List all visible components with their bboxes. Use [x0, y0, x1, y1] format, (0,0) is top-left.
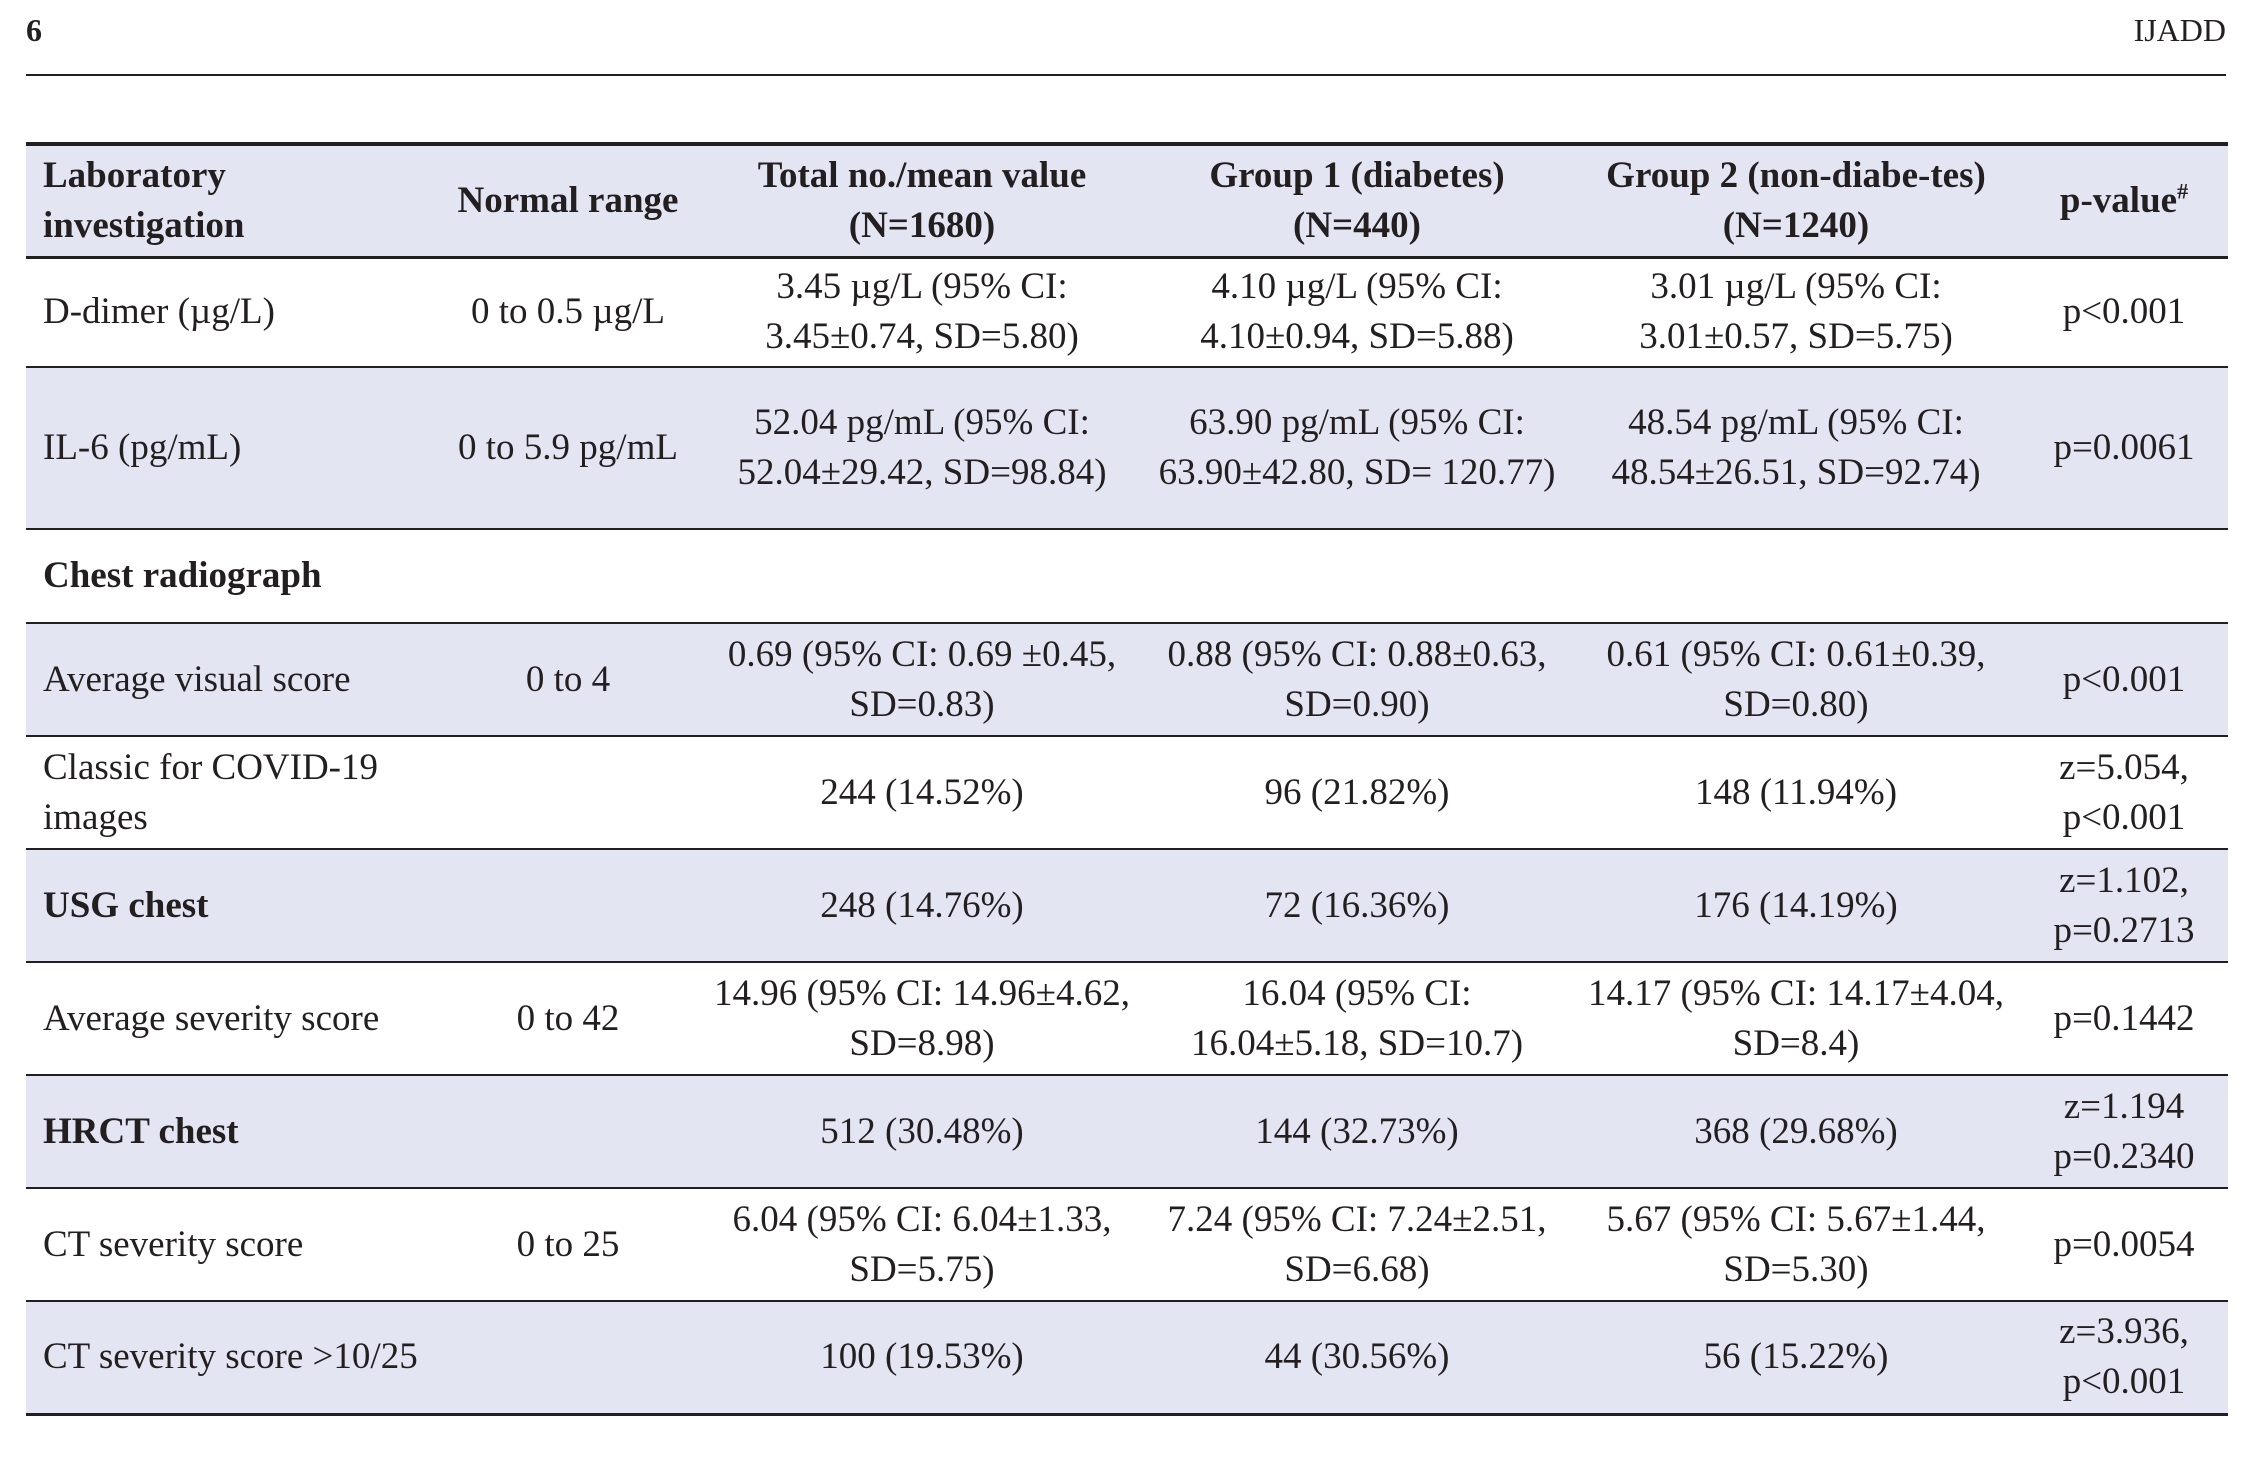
- col-header-investigation: Laboratory investigation: [43, 154, 245, 246]
- row-label: Average visual score: [26, 623, 434, 737]
- page-number: 6: [26, 12, 42, 48]
- row-label: CT severity score: [26, 1188, 434, 1302]
- table-row: CT severity score 0 to 25 6.04 (95% CI: …: [26, 1188, 2228, 1302]
- total-cell: 248 (14.76%): [702, 849, 1142, 963]
- group1-cell: 44 (30.56%): [1142, 1301, 1572, 1416]
- total-cell: 3.45 µg/L (95% CI: 3.45±0.74, SD=5.80): [702, 257, 1142, 368]
- pvalue-label: p-value: [2059, 179, 2178, 221]
- col-header-total: Total no./mean value (N=1680): [757, 154, 1087, 246]
- normal-range-cell: 0 to 0.5 µg/L: [434, 257, 702, 368]
- col-header-group1: Group 1 (diabetes) (N=440): [1209, 154, 1505, 246]
- group2-cell: 14.17 (95% CI: 14.17±4.04, SD=8.4): [1572, 962, 2020, 1076]
- table-row: Average severity score 0 to 42 14.96 (95…: [26, 962, 2228, 1076]
- pvalue-cell: p=0.0061: [2020, 367, 2228, 530]
- group1-cell: 0.88 (95% CI: 0.88±0.63, SD=0.90): [1142, 623, 1572, 737]
- pvalue-cell: p=0.0054: [2020, 1188, 2228, 1302]
- normal-range-cell: 0 to 25: [434, 1188, 702, 1302]
- col-header-normal-range: Normal range: [457, 179, 679, 221]
- group2-cell: 3.01 µg/L (95% CI: 3.01±0.57, SD=5.75): [1572, 257, 2020, 368]
- pvalue-cell: p<0.001: [2020, 623, 2228, 737]
- normal-range-cell: [434, 1075, 702, 1189]
- group2-cell: 48.54 pg/mL (95% CI: 48.54±26.51, SD=92.…: [1572, 367, 2020, 530]
- pvalue-cell: z=1.194 p=0.2340: [2020, 1075, 2228, 1189]
- normal-range-cell: 0 to 4: [434, 623, 702, 737]
- table-row: IL-6 (pg/mL) 0 to 5.9 pg/mL 52.04 pg/mL …: [26, 367, 2228, 530]
- normal-range-cell: [434, 1301, 702, 1416]
- row-label: USG chest: [26, 849, 434, 963]
- table-row: CT severity score >10/25 100 (19.53%) 44…: [26, 1301, 2228, 1416]
- group2-cell: 56 (15.22%): [1572, 1301, 2020, 1416]
- normal-range-cell: 0 to 42: [434, 962, 702, 1076]
- group1-cell: 96 (21.82%): [1142, 736, 1572, 850]
- group1-cell: 144 (32.73%): [1142, 1075, 1572, 1189]
- group1-cell: 7.24 (95% CI: 7.24±2.51, SD=6.68): [1142, 1188, 1572, 1302]
- pvalue-cell: p=0.1442: [2020, 962, 2228, 1076]
- pvalue-cell: p<0.001: [2020, 257, 2228, 368]
- pvalue-cell: z=1.102, p=0.2713: [2020, 849, 2228, 963]
- pvalue-footnote-mark: #: [2177, 178, 2189, 204]
- total-cell: 0.69 (95% CI: 0.69 ±0.45, SD=0.83): [702, 623, 1142, 737]
- table-row: HRCT chest 512 (30.48%) 144 (32.73%) 368…: [26, 1075, 2228, 1189]
- row-label: D-dimer (µg/L): [26, 257, 434, 368]
- pvalue-cell: z=5.054, p<0.001: [2020, 736, 2228, 850]
- journal-name: IJADD: [2133, 12, 2226, 48]
- row-label: Classic for COVID-19 images: [26, 736, 434, 850]
- section-title: Chest radiograph: [26, 529, 2228, 624]
- col-header-pvalue: p-value#: [2020, 144, 2228, 257]
- row-label: CT severity score >10/25: [26, 1301, 434, 1416]
- total-cell: 6.04 (95% CI: 6.04±1.33, SD=5.75): [702, 1188, 1142, 1302]
- pvalue-cell: z=3.936, p<0.001: [2020, 1301, 2228, 1416]
- row-label: Average severity score: [26, 962, 434, 1076]
- row-label: HRCT chest: [26, 1075, 434, 1189]
- normal-range-cell: [434, 736, 702, 850]
- table-row: Classic for COVID-19 images 244 (14.52%)…: [26, 736, 2228, 850]
- group1-cell: 72 (16.36%): [1142, 849, 1572, 963]
- total-cell: 100 (19.53%): [702, 1301, 1142, 1416]
- group1-cell: 4.10 µg/L (95% CI: 4.10±0.94, SD=5.88): [1142, 257, 1572, 368]
- normal-range-cell: 0 to 5.9 pg/mL: [434, 367, 702, 530]
- table-header-row: Laboratory investigation Normal range To…: [26, 144, 2228, 257]
- total-cell: 512 (30.48%): [702, 1075, 1142, 1189]
- group2-cell: 5.67 (95% CI: 5.67±1.44, SD=5.30): [1572, 1188, 2020, 1302]
- group2-cell: 368 (29.68%): [1572, 1075, 2020, 1189]
- total-cell: 52.04 pg/mL (95% CI: 52.04±29.42, SD=98.…: [702, 367, 1142, 530]
- group1-cell: 16.04 (95% CI: 16.04±5.18, SD=10.7): [1142, 962, 1572, 1076]
- total-cell: 14.96 (95% CI: 14.96±4.62, SD=8.98): [702, 962, 1142, 1076]
- row-label: IL-6 (pg/mL): [26, 367, 434, 530]
- group2-cell: 176 (14.19%): [1572, 849, 2020, 963]
- table-row: Average visual score 0 to 4 0.69 (95% CI…: [26, 623, 2228, 737]
- total-cell: 244 (14.52%): [702, 736, 1142, 850]
- page-header: 6 IJADD: [26, 0, 2226, 76]
- group2-cell: 0.61 (95% CI: 0.61±0.39, SD=0.80): [1572, 623, 2020, 737]
- group2-cell: 148 (11.94%): [1572, 736, 2020, 850]
- normal-range-cell: [434, 849, 702, 963]
- laboratory-table: Laboratory investigation Normal range To…: [26, 142, 2228, 1416]
- section-row: Chest radiograph: [26, 529, 2228, 624]
- col-header-group2: Group 2 (non-diabe-tes) (N=1240): [1606, 154, 1986, 246]
- table-row: USG chest 248 (14.76%) 72 (16.36%) 176 (…: [26, 849, 2228, 963]
- table-row: D-dimer (µg/L) 0 to 0.5 µg/L 3.45 µg/L (…: [26, 257, 2228, 368]
- group1-cell: 63.90 pg/mL (95% CI: 63.90±42.80, SD= 12…: [1142, 367, 1572, 530]
